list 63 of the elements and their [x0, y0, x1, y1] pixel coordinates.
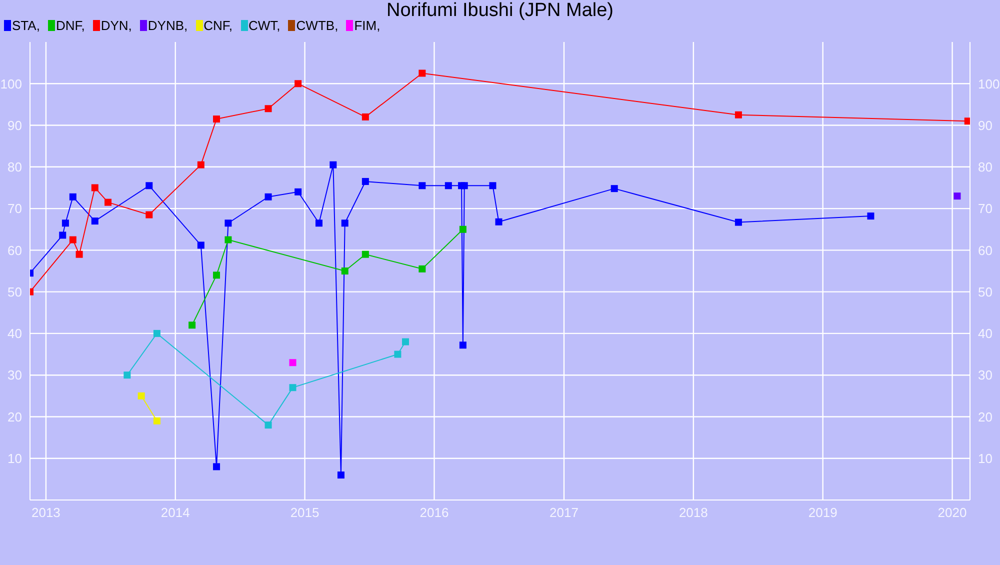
point	[362, 250, 369, 258]
point	[146, 182, 153, 190]
point	[294, 80, 302, 88]
point	[264, 105, 272, 112]
point	[91, 184, 98, 192]
legend-label: DYNB,	[148, 18, 188, 33]
point	[394, 350, 402, 358]
point	[867, 212, 874, 220]
point	[69, 193, 76, 200]
point	[213, 463, 220, 470]
legend-label: CWT,	[248, 18, 280, 33]
point	[418, 265, 426, 272]
legend-label: CNF,	[204, 18, 233, 33]
point	[104, 198, 112, 206]
point	[264, 193, 272, 200]
point	[964, 118, 970, 125]
point	[224, 220, 232, 227]
point	[734, 111, 742, 118]
point	[315, 220, 322, 227]
legend-label: DNF,	[56, 18, 85, 33]
point	[146, 211, 153, 218]
point	[459, 342, 466, 349]
point	[224, 236, 232, 244]
point	[954, 192, 961, 200]
point	[153, 330, 160, 337]
point	[330, 161, 337, 168]
point	[418, 70, 426, 77]
point	[153, 417, 160, 424]
point	[62, 220, 69, 227]
point	[188, 322, 196, 329]
point	[213, 272, 220, 279]
point	[289, 384, 296, 392]
point	[289, 359, 296, 366]
point	[294, 188, 302, 196]
legend-label: FIM,	[354, 18, 380, 33]
point	[495, 218, 502, 226]
point	[362, 113, 369, 120]
point	[362, 178, 369, 185]
point	[124, 372, 131, 379]
point	[69, 236, 76, 244]
point	[59, 232, 66, 239]
point	[460, 182, 468, 190]
point	[444, 182, 452, 190]
point	[459, 226, 466, 233]
point	[418, 182, 426, 190]
point	[213, 116, 220, 123]
point	[610, 185, 618, 192]
point	[138, 392, 145, 400]
legend-label: DYN,	[100, 18, 132, 33]
point	[734, 218, 742, 226]
point	[197, 161, 204, 168]
legend-label: CWTB,	[296, 18, 338, 33]
point	[264, 422, 272, 429]
point	[341, 268, 348, 274]
point	[76, 250, 83, 258]
legend-label: STA,	[12, 18, 40, 33]
point	[197, 242, 204, 249]
point	[402, 338, 410, 346]
point	[91, 218, 98, 225]
chart-title: Norifumi Ibushi (JPN Male)	[386, 0, 614, 21]
point	[341, 220, 348, 227]
point	[337, 472, 344, 479]
point	[489, 182, 496, 190]
